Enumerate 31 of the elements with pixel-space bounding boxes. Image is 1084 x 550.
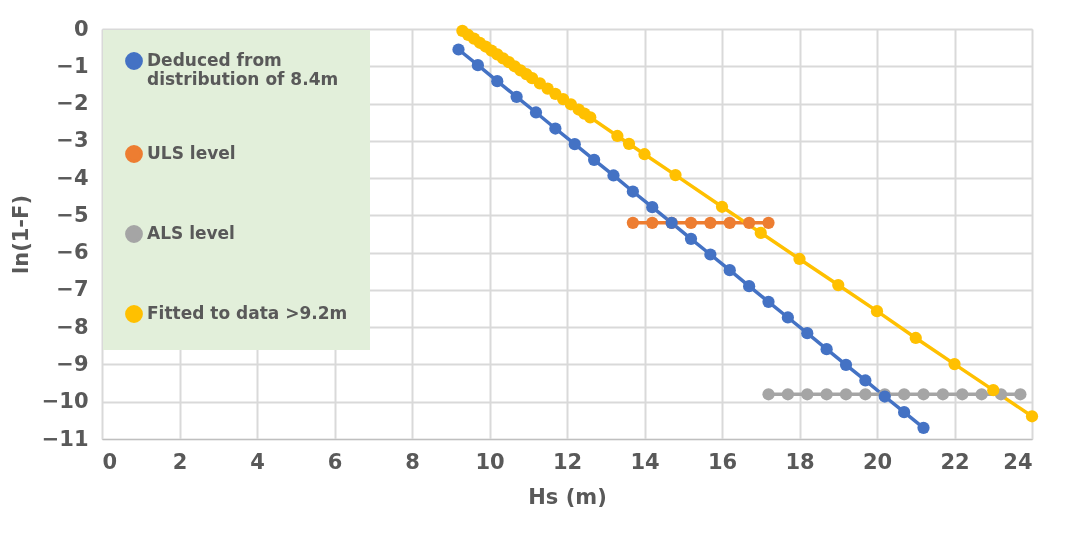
x-tick-label: 10 [475, 449, 505, 474]
y-tick-label: −2 [56, 91, 89, 116]
y-tick-label: −3 [56, 128, 89, 153]
x-tick-label: 2 [172, 449, 188, 474]
y-tick-label: −10 [41, 389, 89, 414]
x-tick-label: 20 [862, 449, 893, 474]
legend-label: Deduced from distribution of 8.4m [147, 50, 339, 89]
x-tick-label: 0 [102, 449, 118, 474]
y-tick-label: −9 [56, 351, 89, 376]
x-axis-title: Hs (m) [528, 484, 607, 509]
y-tick-label: −6 [56, 240, 89, 265]
y-axis-title: ln(1-F) [8, 194, 33, 275]
y-tick-label: −11 [41, 426, 89, 451]
x-tick-label: 18 [785, 449, 815, 474]
legend-label: ULS level [147, 143, 236, 163]
x-tick-label: 16 [707, 449, 738, 474]
x-tick-label: 14 [630, 449, 660, 474]
x-tick-label: 4 [250, 449, 265, 474]
legend-label: ALS level [147, 223, 235, 243]
x-tick-label: 8 [405, 449, 420, 474]
y-tick-label: −7 [56, 277, 89, 302]
legend-label: Fitted to data >9.2m [147, 303, 348, 323]
y-tick-label: −8 [56, 314, 89, 339]
y-tick-label: −5 [56, 202, 89, 227]
x-tick-label: 22 [940, 449, 970, 474]
x-tick-label: 6 [327, 449, 343, 474]
x-tick-label: 12 [552, 449, 583, 474]
y-tick-label: −1 [56, 53, 89, 78]
y-tick-label: −4 [56, 165, 89, 190]
x-tick-label: 24 [1003, 449, 1033, 474]
y-tick-label: 0 [73, 16, 89, 41]
